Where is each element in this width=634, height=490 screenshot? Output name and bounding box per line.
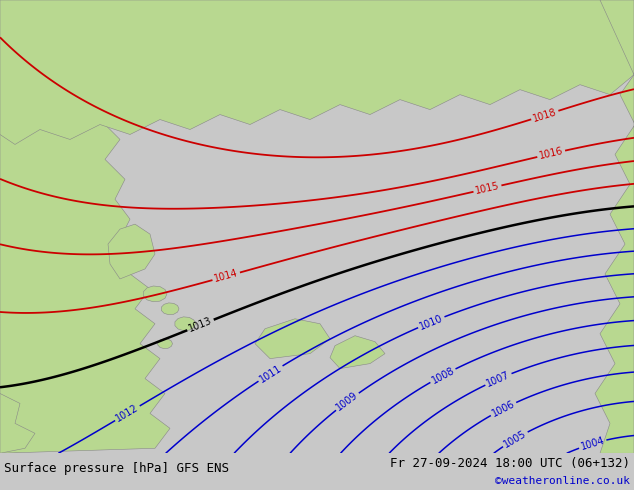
Polygon shape bbox=[175, 317, 195, 331]
Polygon shape bbox=[0, 0, 634, 145]
Polygon shape bbox=[0, 0, 70, 453]
Polygon shape bbox=[162, 303, 179, 315]
Text: 1010: 1010 bbox=[418, 313, 444, 331]
Text: 1006: 1006 bbox=[490, 399, 517, 419]
Polygon shape bbox=[255, 319, 330, 359]
Text: 1014: 1014 bbox=[213, 268, 240, 284]
Polygon shape bbox=[108, 224, 155, 279]
Text: 1015: 1015 bbox=[474, 181, 501, 196]
Text: 1007: 1007 bbox=[485, 369, 512, 389]
Text: ©weatheronline.co.uk: ©weatheronline.co.uk bbox=[495, 476, 630, 486]
Text: Fr 27-09-2024 18:00 UTC (06+132): Fr 27-09-2024 18:00 UTC (06+132) bbox=[390, 457, 630, 470]
Polygon shape bbox=[330, 336, 385, 368]
Text: 1018: 1018 bbox=[531, 107, 558, 123]
Text: 1016: 1016 bbox=[538, 146, 564, 161]
Polygon shape bbox=[158, 339, 172, 348]
Text: 1011: 1011 bbox=[257, 363, 283, 384]
Polygon shape bbox=[0, 393, 35, 453]
Polygon shape bbox=[143, 286, 167, 302]
Text: Surface pressure [hPa] GFS ENS: Surface pressure [hPa] GFS ENS bbox=[4, 462, 229, 475]
Text: 1009: 1009 bbox=[335, 390, 360, 413]
Text: 1013: 1013 bbox=[187, 316, 214, 334]
Text: 1012: 1012 bbox=[114, 403, 141, 424]
Text: 1004: 1004 bbox=[579, 436, 605, 452]
Text: 1008: 1008 bbox=[430, 365, 456, 386]
Text: 1005: 1005 bbox=[502, 428, 528, 450]
Polygon shape bbox=[595, 0, 634, 453]
Polygon shape bbox=[0, 0, 170, 453]
